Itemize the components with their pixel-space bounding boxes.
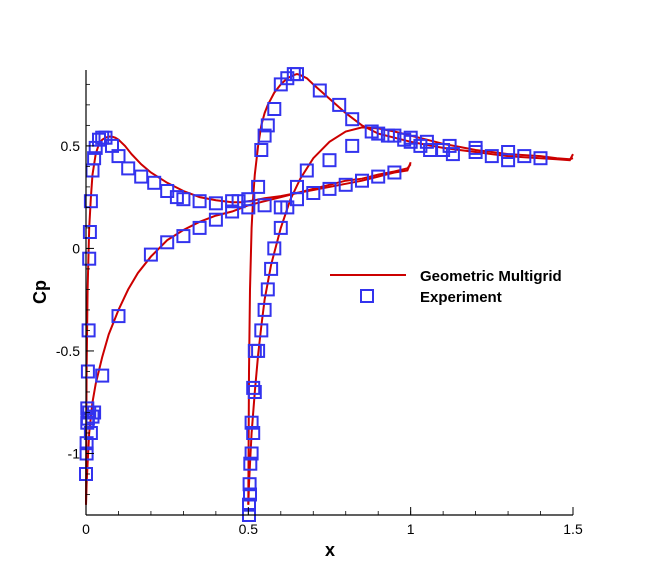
experiment-marker bbox=[254, 323, 269, 338]
y-tick-label: 0.5 bbox=[61, 138, 81, 154]
experiment-marker bbox=[243, 487, 257, 502]
experiment-marker bbox=[82, 225, 97, 239]
experiment-marker bbox=[371, 126, 386, 141]
experiment-marker bbox=[290, 67, 304, 82]
experiment-marker bbox=[355, 173, 369, 188]
experiment-marker bbox=[345, 112, 360, 127]
experiment-marker bbox=[267, 241, 282, 256]
experiment-marker bbox=[176, 229, 191, 244]
experiment-marker bbox=[246, 426, 261, 440]
experiment-marker bbox=[147, 175, 162, 190]
experiment-marker bbox=[371, 169, 386, 184]
experiment-marker bbox=[290, 179, 304, 194]
experiment-marker bbox=[501, 145, 516, 159]
experiment-marker bbox=[192, 194, 207, 209]
experiment-marker bbox=[81, 323, 96, 338]
experiment-marker bbox=[111, 309, 126, 324]
x-tick-label: 0 bbox=[82, 521, 90, 537]
experiment-marker bbox=[267, 102, 282, 116]
experiment-marker bbox=[260, 118, 275, 133]
experiment-marker bbox=[83, 194, 98, 209]
experiment-marker bbox=[260, 282, 275, 297]
legend-marker-swatch bbox=[360, 289, 374, 303]
experiment-marker bbox=[312, 83, 327, 98]
experiment-marker bbox=[257, 128, 272, 143]
marker-series-layer bbox=[79, 67, 548, 522]
experiment-marker bbox=[322, 181, 337, 196]
experiment-marker bbox=[387, 128, 402, 143]
experiment-marker bbox=[246, 380, 261, 395]
experiment-marker bbox=[111, 149, 126, 164]
y-ticks: 0.5 0 -0.5 -1 bbox=[56, 83, 94, 495]
experiment-marker bbox=[257, 302, 272, 317]
experiment-marker bbox=[419, 134, 434, 149]
experiment-marker bbox=[208, 212, 223, 227]
experiment-marker bbox=[241, 200, 256, 215]
experiment-marker bbox=[445, 147, 460, 162]
y-tick-label: -0.5 bbox=[56, 343, 80, 359]
cp-line-segment bbox=[247, 73, 574, 505]
experiment-marker bbox=[143, 247, 158, 262]
experiment-marker bbox=[403, 130, 418, 145]
x-axis-title: x bbox=[325, 540, 335, 560]
experiment-marker bbox=[241, 192, 256, 207]
y-tick-label: 0 bbox=[72, 240, 80, 256]
experiment-marker bbox=[306, 186, 321, 200]
experiment-marker bbox=[501, 153, 516, 168]
x-tick-label: 1 bbox=[407, 521, 415, 537]
x-ticks: 0 0.5 1 1.5 bbox=[82, 507, 583, 537]
experiment-marker bbox=[533, 151, 548, 166]
experiment-marker bbox=[121, 161, 136, 176]
experiment-marker bbox=[80, 364, 95, 379]
experiment-marker bbox=[338, 177, 353, 192]
experiment-marker bbox=[83, 426, 98, 440]
experiment-marker bbox=[134, 169, 149, 184]
experiment-marker bbox=[251, 343, 266, 358]
axes: 0 0.5 1 1.5 0.5 0 -0.5 -1 x Cp bbox=[30, 70, 583, 560]
cp-line-segment bbox=[85, 163, 412, 505]
experiment-marker bbox=[82, 251, 97, 266]
experiment-marker bbox=[208, 196, 223, 211]
experiment-marker bbox=[468, 140, 483, 155]
legend: Geometric Multigrid Experiment bbox=[330, 268, 562, 306]
experiment-marker bbox=[322, 153, 337, 168]
experiment-marker bbox=[242, 477, 257, 492]
experiment-marker bbox=[225, 204, 240, 219]
experiment-marker bbox=[247, 385, 262, 399]
legend-label-geometric-multigrid: Geometric Multigrid bbox=[420, 268, 562, 285]
experiment-marker bbox=[442, 138, 457, 153]
cp-line-segment bbox=[247, 126, 574, 505]
experiment-marker bbox=[244, 446, 259, 461]
experiment-marker bbox=[160, 235, 175, 250]
experiment-marker bbox=[243, 456, 258, 471]
experiment-marker bbox=[273, 220, 288, 235]
experiment-marker bbox=[251, 179, 266, 194]
experiment-marker bbox=[299, 163, 314, 178]
x-tick-label: 1.5 bbox=[563, 521, 583, 537]
experiment-marker bbox=[176, 192, 191, 207]
experiment-marker bbox=[484, 149, 499, 164]
experiment-marker bbox=[264, 261, 279, 276]
experiment-marker bbox=[345, 138, 360, 153]
experiment-marker bbox=[280, 200, 295, 215]
experiment-marker bbox=[192, 220, 207, 235]
x-tick-label: 0.5 bbox=[239, 521, 259, 537]
experiment-marker bbox=[517, 149, 532, 164]
experiment-marker bbox=[244, 415, 259, 430]
experiment-marker bbox=[257, 198, 272, 213]
legend-label-experiment: Experiment bbox=[420, 289, 502, 306]
y-tick-label: -1 bbox=[68, 445, 81, 461]
experiment-marker bbox=[242, 497, 256, 512]
experiment-marker bbox=[87, 151, 102, 166]
experiment-marker bbox=[95, 368, 110, 383]
experiment-marker bbox=[387, 165, 402, 180]
experiment-marker bbox=[254, 143, 269, 157]
experiment-marker bbox=[332, 97, 347, 112]
y-axis-title: Cp bbox=[30, 280, 50, 304]
